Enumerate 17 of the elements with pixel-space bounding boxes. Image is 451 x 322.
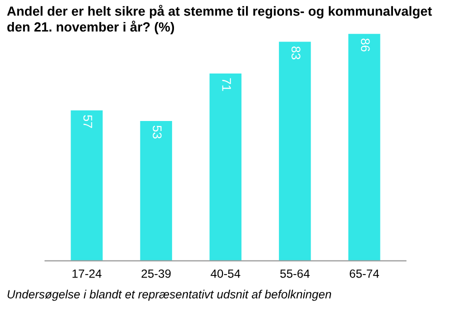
x-tick-label: 55-64 xyxy=(280,269,310,278)
bar xyxy=(348,34,380,261)
x-tick-label: 40-54 xyxy=(210,269,240,278)
data-label: 83 xyxy=(292,46,300,60)
x-tick-label: 65-74 xyxy=(350,269,380,278)
data-label: 86 xyxy=(360,38,370,52)
bar xyxy=(210,73,242,261)
bar xyxy=(278,42,311,261)
bar xyxy=(70,110,103,261)
data-label: 53 xyxy=(152,126,162,138)
data-label: 57 xyxy=(83,115,92,128)
bar xyxy=(140,120,172,261)
text: Undersøgelse i blandt et repræsentativt udsnit af befolkningen xyxy=(8,290,332,301)
chart-title: Andel der er helt sikre på at stemme til regions- og kommunalvalget den 21. november i år? (%) xyxy=(7,4,432,34)
x-tick-label: 25-39 xyxy=(142,269,171,278)
data-label: 71 xyxy=(222,78,231,91)
x-tick-label: 17-24 xyxy=(72,269,102,278)
